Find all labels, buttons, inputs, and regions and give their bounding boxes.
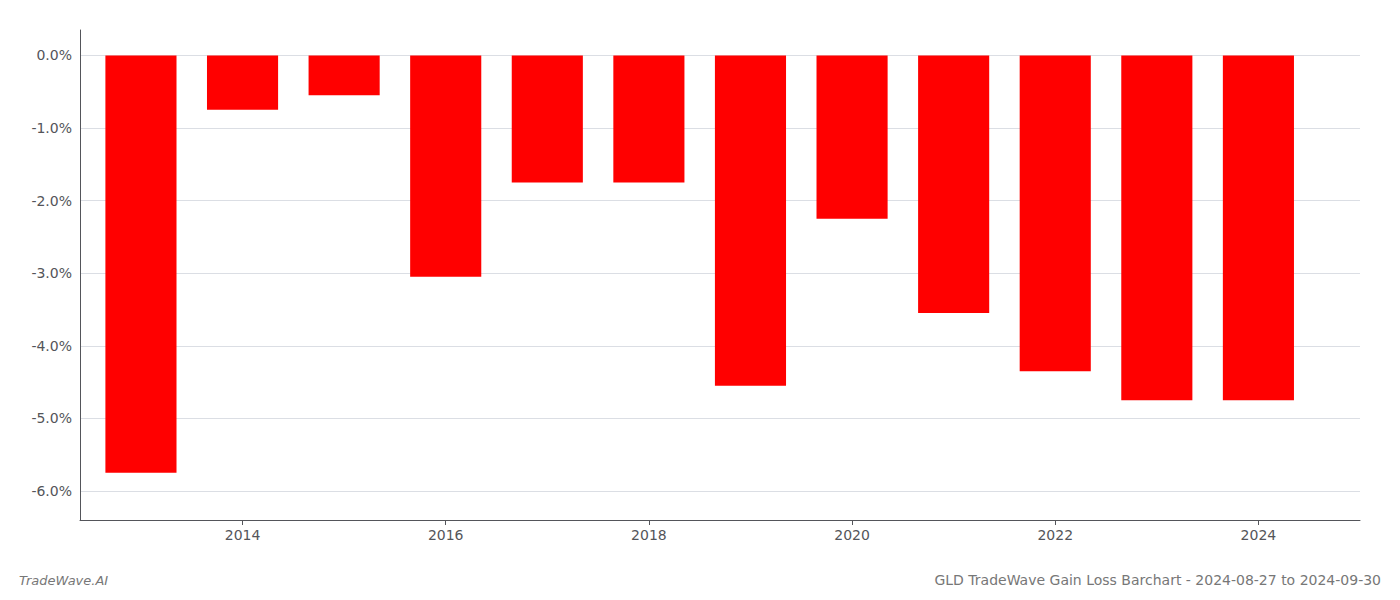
svg-text:2020: 2020 [834,527,870,543]
svg-text:GLD TradeWave Gain Loss Barcha: GLD TradeWave Gain Loss Barchart - 2024-… [934,572,1381,588]
svg-text:2022: 2022 [1037,527,1073,543]
svg-text:-5.0%: -5.0% [31,410,72,426]
svg-text:-3.0%: -3.0% [31,265,72,281]
svg-text:2018: 2018 [631,527,667,543]
svg-text:0.0%: 0.0% [36,47,72,63]
svg-text:2016: 2016 [428,527,464,543]
svg-text:-4.0%: -4.0% [31,338,72,354]
svg-text:2024: 2024 [1241,527,1277,543]
svg-text:-6.0%: -6.0% [31,483,72,499]
svg-text:2014: 2014 [225,527,261,543]
svg-text:TradeWave.AI: TradeWave.AI [19,573,108,588]
svg-text:-2.0%: -2.0% [31,193,72,209]
svg-text:-1.0%: -1.0% [31,120,72,136]
